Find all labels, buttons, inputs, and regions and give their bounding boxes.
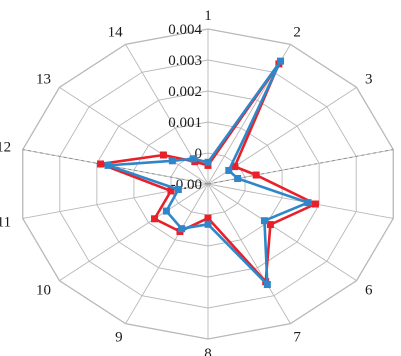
series-2 (104, 57, 312, 289)
series-marker (104, 161, 112, 169)
series-marker (204, 214, 212, 222)
category-label: 14 (108, 25, 124, 41)
series-marker (204, 220, 212, 228)
grid-spoke (59, 86, 209, 185)
grid-spoke (207, 183, 291, 324)
radar-grid (22, 28, 394, 340)
series-marker (225, 166, 233, 174)
radial-tick-label: 0.001 (168, 115, 202, 131)
series-marker (189, 155, 197, 163)
category-label: 6 (365, 282, 373, 298)
category-label: 8 (204, 346, 212, 356)
series-marker (167, 187, 175, 195)
radial-tick-label: 0.003 (168, 53, 202, 69)
radial-tick-label: 0 (195, 146, 203, 162)
radial-tick-label: 0.004 (168, 22, 202, 38)
series-marker (252, 171, 260, 179)
series-marker (178, 225, 186, 233)
radial-tick-label: 0.002 (168, 84, 202, 100)
category-label: 9 (115, 329, 123, 345)
series-marker (260, 217, 268, 225)
series-marker (204, 158, 212, 166)
series-marker (234, 174, 242, 182)
category-label: 1 (204, 8, 212, 24)
series-marker (174, 186, 182, 194)
category-label: 3 (365, 72, 373, 88)
series-marker (304, 199, 312, 207)
series-marker (311, 200, 319, 208)
series-marker (231, 163, 239, 171)
series-marker (168, 157, 176, 165)
category-labels: 1234567891011121314 (0, 8, 373, 356)
series-marker (277, 57, 285, 65)
category-label: 11 (0, 215, 11, 231)
grid-spoke-dashed (22, 149, 209, 185)
grid-spoke (207, 183, 357, 282)
category-label: 2 (293, 25, 301, 41)
category-label: 13 (36, 72, 51, 88)
grid-spoke (59, 183, 209, 282)
series-marker (266, 221, 274, 229)
category-label: 12 (0, 139, 11, 155)
series-layer (95, 57, 319, 289)
category-label: 7 (293, 329, 301, 345)
series-marker (162, 207, 170, 215)
grid-spoke (125, 183, 209, 324)
category-label: 10 (36, 282, 51, 298)
series-marker (97, 160, 105, 168)
series-marker (151, 215, 159, 223)
series-marker (159, 151, 167, 159)
series-marker (263, 281, 271, 289)
